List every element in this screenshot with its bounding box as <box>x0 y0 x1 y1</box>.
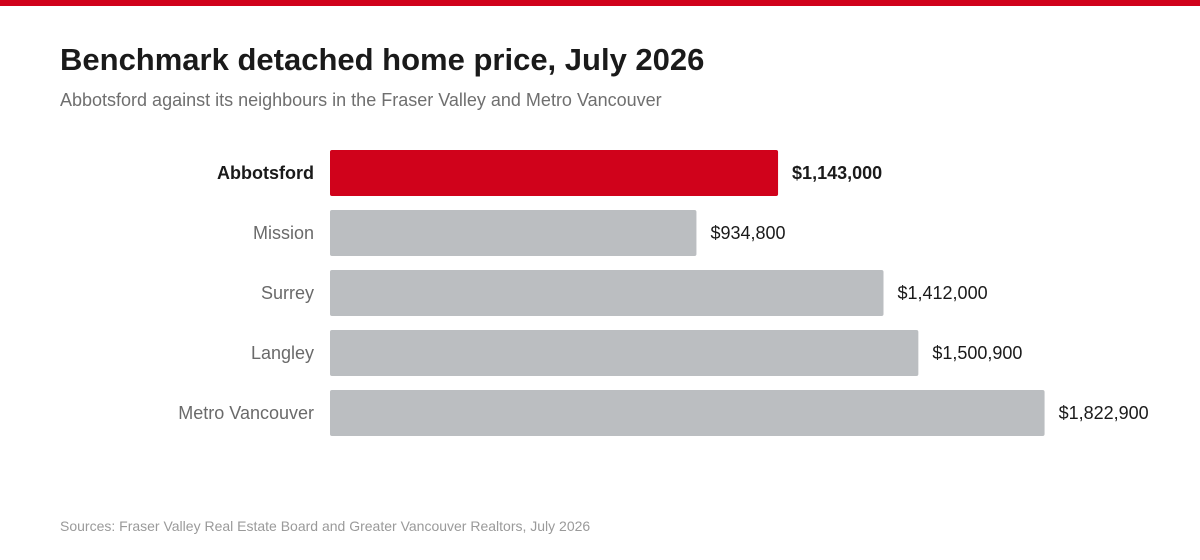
chart-subtitle: Abbotsford against its neighbours in the… <box>60 90 662 110</box>
category-label: Abbotsford <box>217 163 314 183</box>
bar <box>330 270 884 316</box>
top-accent-rule <box>0 0 1200 6</box>
source-note: Sources: Fraser Valley Real Estate Board… <box>60 518 591 534</box>
bar <box>330 210 697 256</box>
value-label: $1,822,900 <box>1059 403 1149 423</box>
category-label: Langley <box>251 343 314 363</box>
value-label: $1,143,000 <box>792 163 882 183</box>
category-label: Surrey <box>261 283 314 303</box>
value-label: $1,412,000 <box>898 283 988 303</box>
value-label: $1,500,900 <box>932 343 1022 363</box>
category-label: Metro Vancouver <box>178 403 314 423</box>
bar <box>330 150 779 196</box>
category-label: Mission <box>253 223 314 243</box>
bar <box>330 390 1045 436</box>
chart-title: Benchmark detached home price, July 2026 <box>60 42 705 77</box>
bar <box>330 330 919 376</box>
value-label: $934,800 <box>710 223 785 243</box>
